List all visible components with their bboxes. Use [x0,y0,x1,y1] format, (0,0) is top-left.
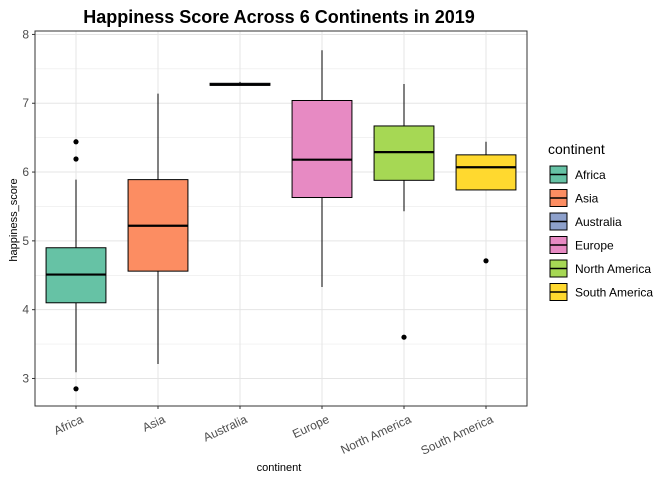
plot-area: 3 4 5 6 7 8 Africa Asia Australia Europe North Ame… [22,27,528,458]
outlier-point [73,156,79,162]
y-axis-title: happiness_score [8,178,20,261]
outlier-point [73,139,79,145]
outlier-point [401,334,407,340]
panel-border [34,30,528,407]
panel-background [35,31,527,406]
box-europe [291,50,353,287]
x-axis-title: continent [257,462,302,474]
box-body [291,99,353,199]
y-tick-label: 5 [22,234,29,248]
legend-label: Asia [575,192,599,206]
x-tick-label: South America [419,412,496,458]
legend-title: continent [548,141,605,157]
legend-label: Australia [575,215,622,229]
legend-label: Europe [575,239,614,253]
x-tick-label: Europe [290,412,331,441]
box-north-america [373,83,435,340]
y-tick-label: 4 [22,303,29,317]
legend-item: North America [549,259,651,278]
y-tick-label: 3 [22,371,29,385]
x-tick-label: Asia [140,412,167,435]
box-body [455,154,517,191]
outlier-point [73,386,79,392]
legend-item: South America [549,283,653,301]
y-tick-label: 6 [22,165,29,179]
box-asia [127,93,189,365]
legend-label: South America [575,286,653,300]
legend-item: Asia [549,189,599,207]
chart-title: Happiness Score Across 6 Continents in 2… [83,7,474,27]
legend-item: Africa [549,165,606,184]
x-tick-label: Africa [52,412,86,438]
x-tick-label: Australia [201,412,250,445]
box-australia [209,81,271,86]
box-south-america [455,141,517,264]
legend-item: Australia [549,212,622,231]
x-tick-label: North America [338,412,413,457]
y-tick-label: 8 [22,27,29,41]
legend: continent Africa Asia Australia Europe North… [548,141,653,301]
box-africa [45,139,107,392]
legend-label: North America [575,262,651,276]
outlier-point [483,258,489,264]
legend-label: Africa [575,168,606,182]
legend-item: Europe [549,236,614,254]
y-tick-label: 7 [22,96,29,110]
